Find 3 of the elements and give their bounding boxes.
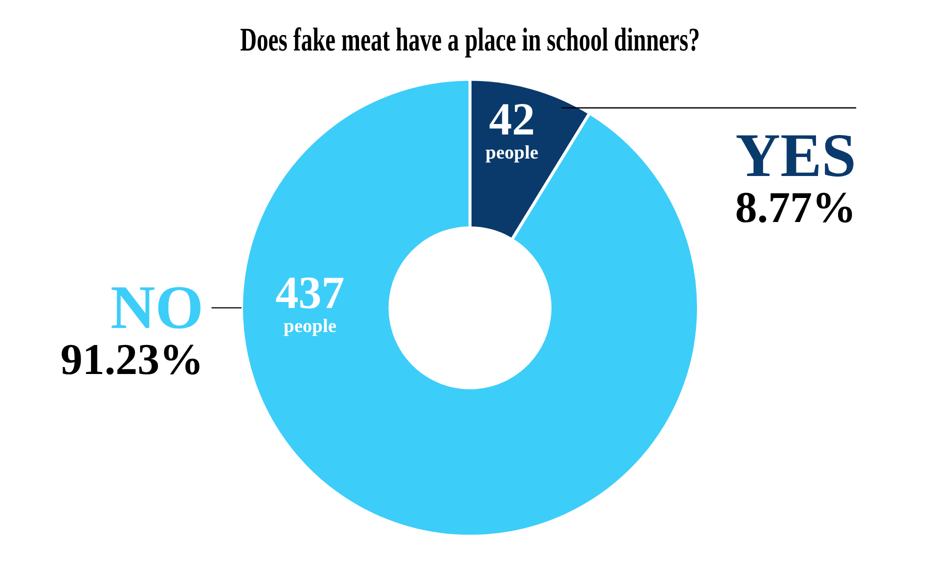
data-label: 437 people	[276, 266, 345, 337]
data-label: 42 people	[486, 93, 538, 164]
chart-title: Does fake meat have a place in school dinners?	[240, 22, 700, 58]
